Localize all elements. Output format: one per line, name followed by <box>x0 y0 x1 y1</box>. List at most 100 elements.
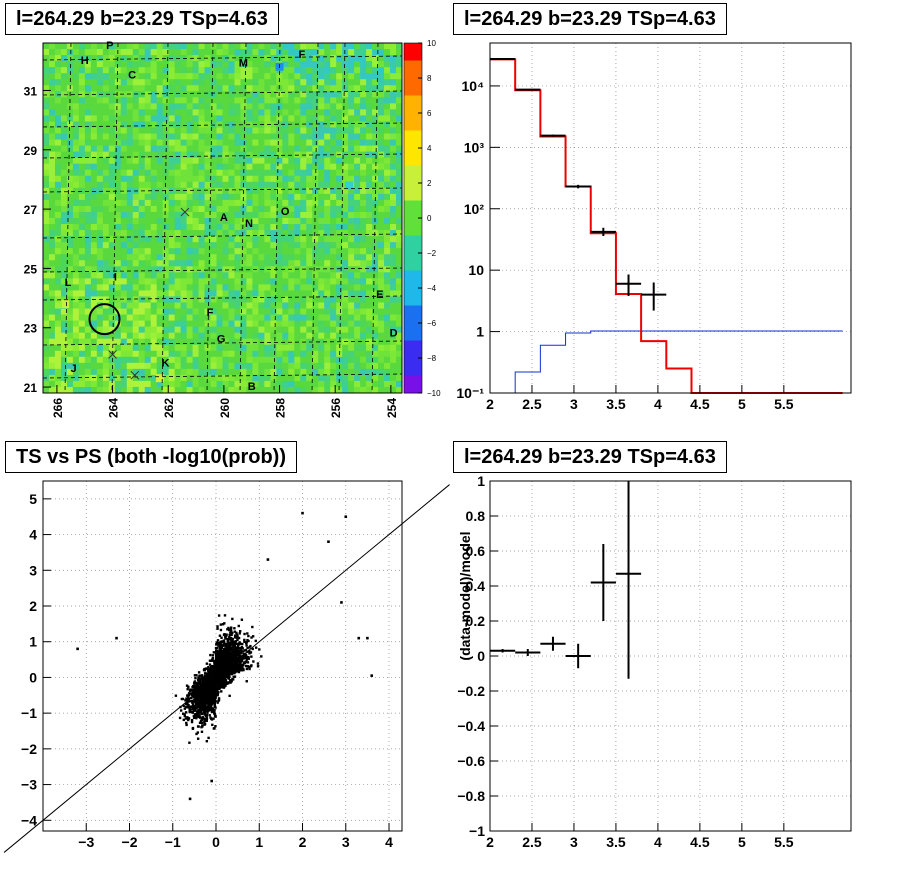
colorbar-cell <box>404 279 422 289</box>
residual-x-tick-label: 5 <box>738 834 746 850</box>
map-cross-marker <box>180 207 190 217</box>
residual-panel: 2 2.5 3 3.5 4 4.5 5 5.5 −1 −0.8 −0.6 −0.4 −0.2 0 0.2 0.… <box>457 473 852 850</box>
colorbar-cell <box>404 366 422 376</box>
spectrum-x-tick-label: 2 <box>486 396 494 412</box>
map-pixels <box>43 43 403 394</box>
residual-x-tick-label: 3.5 <box>606 834 626 850</box>
scatter-outlier <box>327 540 330 544</box>
colorbar-cell <box>404 314 422 324</box>
colorbar-cell <box>404 305 422 315</box>
colorbar-cell <box>404 375 422 385</box>
residual-y-axis-label: (data-model)/model <box>457 531 473 660</box>
map-y-tick-label: 29 <box>24 144 38 158</box>
map-source-label: K <box>161 357 169 369</box>
colorbar-cell <box>404 261 422 271</box>
map-x-tick-label: 256 <box>329 398 343 418</box>
scatter-y-tick-label: −4 <box>21 812 37 828</box>
scatter-y-tick-label: 1 <box>29 634 37 650</box>
map-title: l=264.29 b=23.29 TSp=4.63 <box>5 3 279 35</box>
colorbar-cell <box>404 253 422 263</box>
residual-y-tick-label: 0 <box>477 648 485 664</box>
scatter-outlier <box>366 636 369 640</box>
spectrum-x-tick-label: 2.5 <box>522 396 542 412</box>
map-target-circle <box>88 303 121 336</box>
colorbar-cell <box>404 183 422 193</box>
scatter-outlier <box>266 558 270 561</box>
map-x-tick-label: 260 <box>218 398 232 418</box>
map-y-tick-label: 25 <box>24 262 38 276</box>
colorbar-tick-label: 6 <box>427 109 432 118</box>
map-x-tick-label: 262 <box>162 398 176 418</box>
map-x-tick-label: 266 <box>51 398 65 418</box>
scatter-y-tick-label: −2 <box>21 741 37 757</box>
map-hotspot <box>61 300 70 309</box>
map-source-label: I <box>114 271 117 283</box>
map-source-label: A <box>220 212 228 224</box>
map-source-label: C <box>128 70 136 82</box>
scatter-x-tick-label: −3 <box>78 834 94 850</box>
colorbar-cell <box>404 209 422 219</box>
colorbar-tick-label: −8 <box>427 354 437 363</box>
colorbar-cell <box>404 121 422 131</box>
residual-y-tick-label: −0.4 <box>457 718 485 734</box>
map-source-label: H <box>81 55 89 67</box>
scatter-outlier <box>301 511 304 515</box>
scatter-outlier <box>340 601 343 604</box>
colorbar-cell <box>404 156 422 166</box>
colorbar-tick-label: 8 <box>427 74 432 83</box>
spectrum-y-tick-label: 10⁻¹ <box>456 385 484 401</box>
scatter-y-tick-label: 0 <box>29 669 37 685</box>
spectrum-x-tick-label: 4 <box>654 396 662 412</box>
colorbar-tick-label: 4 <box>427 144 432 153</box>
map-y-tick-label: 21 <box>24 381 38 395</box>
map-hotspot <box>155 374 164 383</box>
map-source-label: M <box>239 58 248 70</box>
residual-y-tick-label: −0.6 <box>457 753 485 769</box>
spectrum-x-tick-label: 4.5 <box>690 396 710 412</box>
residual-x-tick-label: 2.5 <box>522 834 542 850</box>
scatter-y-tick-label: −1 <box>21 705 37 721</box>
spectrum-y-tick-label: 10² <box>464 201 485 217</box>
scatter-outlier <box>115 636 118 640</box>
scatter-x-tick-label: 2 <box>299 834 307 850</box>
colorbar-cell <box>404 139 422 149</box>
colorbar-cell <box>404 69 422 79</box>
colorbar-tick-label: −10 <box>427 389 441 398</box>
map-source-label: F <box>298 49 305 61</box>
residual-y-tick-label: 0.6 <box>466 543 486 559</box>
map-y-tick-label: 31 <box>24 84 38 98</box>
colorbar-cell <box>404 384 422 394</box>
colorbar-cell <box>404 43 422 53</box>
colorbar-cell <box>404 349 422 359</box>
colorbar-cell <box>404 358 422 368</box>
residual-title: l=264.29 b=23.29 TSp=4.63 <box>453 441 727 473</box>
spectrum-x-tick-label: 5 <box>738 396 746 412</box>
map-y-tick-label: 23 <box>24 322 38 336</box>
scatter-x-tick-label: 3 <box>342 834 350 850</box>
map-source-label: L <box>65 277 72 289</box>
colorbar <box>404 43 422 394</box>
spectrum-panel: 2 2.5 3 3.5 4 4.5 5 5.5 10⁻¹ 1 10 10² 10³ 10⁴ <box>456 42 852 412</box>
spectrum-y-tick-label: 10³ <box>464 139 485 155</box>
colorbar-cell <box>404 288 422 298</box>
spectrum-x-tick-label: 3.5 <box>606 396 626 412</box>
spectrum-y-tick-label: 10⁴ <box>462 78 485 94</box>
map-y-tick-label: 27 <box>24 203 38 217</box>
spectrum-title: l=264.29 b=23.29 TSp=4.63 <box>453 3 727 35</box>
map-source-label: G <box>217 334 226 346</box>
background-histogram <box>490 330 843 394</box>
colorbar-cell <box>404 331 422 341</box>
map-source-label: N <box>245 218 253 230</box>
colorbar-cell <box>404 95 422 105</box>
map-cross-marker <box>130 370 140 380</box>
colorbar-cell <box>404 174 422 184</box>
colorbar-tick-label: 10 <box>427 39 436 48</box>
map-hotspot <box>345 181 354 190</box>
scatter-x-tick-label: −1 <box>165 834 181 850</box>
spectrum-y-tick-label: 1 <box>476 324 484 340</box>
residual-y-tick-label: 0.2 <box>466 613 486 629</box>
scatter-outlier <box>357 636 361 640</box>
residual-y-tick-label: −0.2 <box>457 683 485 699</box>
